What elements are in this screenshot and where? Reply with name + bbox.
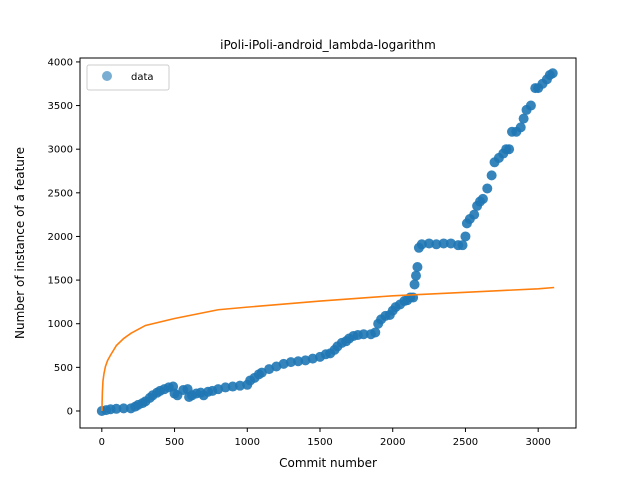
x-tick-label: 1000 — [235, 437, 260, 448]
y-tick-label: 1000 — [48, 319, 73, 330]
data-point — [431, 239, 442, 250]
y-tick-label: 0 — [67, 406, 73, 417]
data-point — [515, 122, 526, 133]
data-point — [486, 170, 497, 181]
x-tick-label: 500 — [165, 437, 184, 448]
x-tick-label: 2000 — [380, 437, 405, 448]
chart-title: iPoli-iPoli-android_lambda-logarithm — [220, 38, 436, 52]
x-axis-label: Commit number — [279, 456, 377, 470]
data-point — [293, 356, 304, 367]
y-tick-label: 2000 — [48, 232, 73, 243]
y-tick-label: 2500 — [48, 188, 73, 199]
x-tick-label: 1500 — [307, 437, 332, 448]
axes-frame — [79, 57, 577, 429]
x-tick-label: 2500 — [453, 437, 478, 448]
data-point — [227, 381, 238, 392]
y-axis-label: Number of instance of a feature — [13, 147, 27, 339]
data-point — [412, 262, 423, 272]
data-point — [438, 238, 449, 249]
data-point — [358, 329, 369, 340]
y-tick-label: 3000 — [48, 145, 73, 156]
data-point — [411, 270, 421, 281]
data-point — [525, 100, 536, 111]
data-point — [482, 183, 493, 194]
y-tick-label: 1500 — [48, 276, 73, 287]
data-point — [118, 403, 129, 414]
data-point — [409, 279, 420, 290]
data-point — [111, 403, 122, 414]
x-tick-label: 3000 — [525, 437, 550, 448]
data-point — [285, 357, 296, 368]
data-point — [235, 380, 245, 391]
data-point — [416, 239, 427, 250]
data-point — [469, 209, 480, 220]
data-point — [504, 144, 515, 155]
y-tick-label: 500 — [54, 363, 73, 374]
plot-area — [96, 68, 558, 416]
y-tick-label: 4000 — [48, 57, 73, 68]
data-point — [518, 113, 529, 124]
legend-marker-data — [102, 71, 112, 81]
data-point — [220, 382, 231, 393]
fit-line — [101, 286, 555, 411]
data-point — [460, 231, 471, 242]
data-point — [424, 238, 435, 249]
data-point — [547, 68, 558, 79]
y-tick-label: 3500 — [48, 101, 73, 112]
y-axis: 0 500 1000 1500 2000 2500 3000 3500 4000 — [48, 57, 80, 417]
legend: data — [86, 64, 170, 91]
legend-frame — [86, 64, 170, 91]
data-point — [477, 193, 488, 204]
data-point — [370, 327, 381, 338]
x-tick-label: 0 — [99, 437, 105, 448]
data-point — [457, 240, 468, 251]
legend-label-data: data — [131, 72, 154, 83]
x-axis: 0 500 1000 1500 2000 2500 3000 — [99, 428, 551, 448]
